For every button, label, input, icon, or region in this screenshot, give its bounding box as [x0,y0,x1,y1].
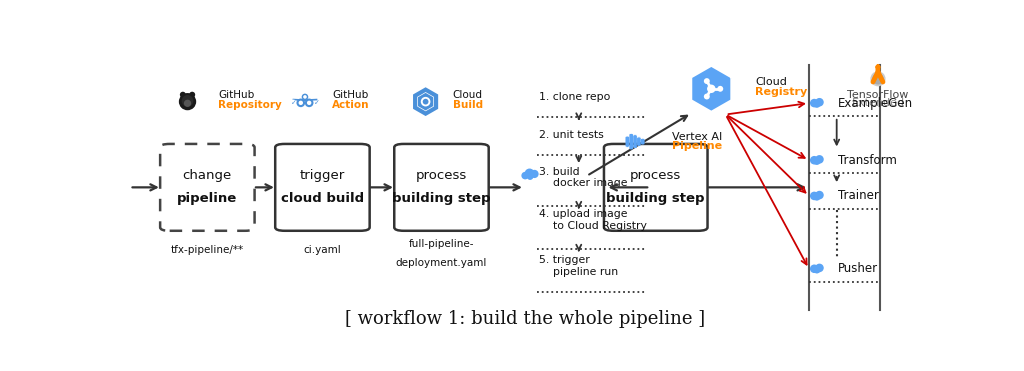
Ellipse shape [810,156,818,164]
Text: Cloud: Cloud [453,89,482,99]
Polygon shape [417,92,434,111]
Text: [ workflow 1: build the whole pipeline ]: [ workflow 1: build the whole pipeline ] [345,310,705,328]
Text: ExampleGen: ExampleGen [839,96,913,109]
Text: 4. upload image
    to Cloud Registry: 4. upload image to Cloud Registry [539,209,647,231]
Polygon shape [412,86,439,118]
Ellipse shape [524,168,535,178]
Text: Vertex AI: Vertex AI [672,132,722,142]
Ellipse shape [813,193,820,201]
Text: 2. unit tests: 2. unit tests [539,129,604,139]
Ellipse shape [707,85,716,93]
Ellipse shape [302,93,308,100]
Text: 1. clone repo: 1. clone repo [539,92,610,102]
Text: Build: Build [453,99,482,109]
FancyBboxPatch shape [637,137,641,147]
FancyBboxPatch shape [604,144,708,231]
Ellipse shape [181,95,194,106]
Text: ci.yaml: ci.yaml [303,245,341,255]
FancyBboxPatch shape [641,138,645,145]
Text: GitHub: GitHub [218,89,255,99]
Text: full-pipeline-: full-pipeline- [409,240,474,249]
Ellipse shape [189,92,196,98]
Ellipse shape [179,93,197,110]
Ellipse shape [813,157,820,165]
Text: building step: building step [392,192,490,205]
Ellipse shape [290,99,297,106]
Ellipse shape [717,86,723,92]
Text: deployment.yaml: deployment.yaml [396,258,487,268]
Text: 3. build
    docker image: 3. build docker image [539,167,628,188]
Ellipse shape [810,99,818,107]
Text: Pipeline: Pipeline [672,141,722,151]
Text: change: change [182,170,232,183]
Text: GitHub: GitHub [332,89,369,99]
Text: pipeline: pipeline [177,192,238,205]
FancyBboxPatch shape [629,134,633,150]
Ellipse shape [703,93,710,99]
Text: ✓: ✓ [313,100,319,106]
Polygon shape [418,93,433,111]
Ellipse shape [813,266,820,273]
Text: building step: building step [606,192,705,205]
Text: Pusher: Pusher [839,262,879,275]
Ellipse shape [423,99,428,105]
Text: TensorFlow: TensorFlow [847,89,908,99]
Text: process: process [416,170,467,183]
Text: 5. trigger
    pipeline run: 5. trigger pipeline run [539,255,618,277]
Text: trigger: trigger [300,170,345,183]
Text: Action: Action [332,99,370,109]
Ellipse shape [810,192,818,200]
Ellipse shape [530,170,539,178]
Ellipse shape [306,99,312,106]
Text: Trainer: Trainer [839,190,880,203]
Ellipse shape [810,265,818,273]
Text: Registry: Registry [755,87,807,97]
Ellipse shape [703,78,710,84]
Text: Repository: Repository [218,99,283,109]
Polygon shape [691,65,732,112]
Text: Transform: Transform [839,154,897,167]
FancyBboxPatch shape [394,144,488,231]
Text: cloud build: cloud build [281,192,364,205]
Ellipse shape [180,92,185,98]
Ellipse shape [521,172,529,180]
Ellipse shape [815,98,823,106]
FancyBboxPatch shape [626,136,630,147]
FancyBboxPatch shape [275,144,370,231]
FancyBboxPatch shape [160,144,255,231]
Text: ✓: ✓ [291,100,296,106]
Text: tfx-pipeline/**: tfx-pipeline/** [171,245,244,255]
Ellipse shape [815,191,823,199]
Text: process: process [630,170,681,183]
Ellipse shape [870,71,886,86]
Ellipse shape [813,100,820,108]
Ellipse shape [815,155,823,164]
Ellipse shape [872,73,884,85]
Text: Cloud: Cloud [755,77,786,87]
Ellipse shape [815,264,823,272]
FancyBboxPatch shape [633,135,637,148]
Ellipse shape [526,173,534,180]
Ellipse shape [303,95,307,99]
Ellipse shape [298,99,304,106]
Text: Extended: Extended [851,98,904,108]
Ellipse shape [421,97,430,106]
Ellipse shape [184,100,191,107]
